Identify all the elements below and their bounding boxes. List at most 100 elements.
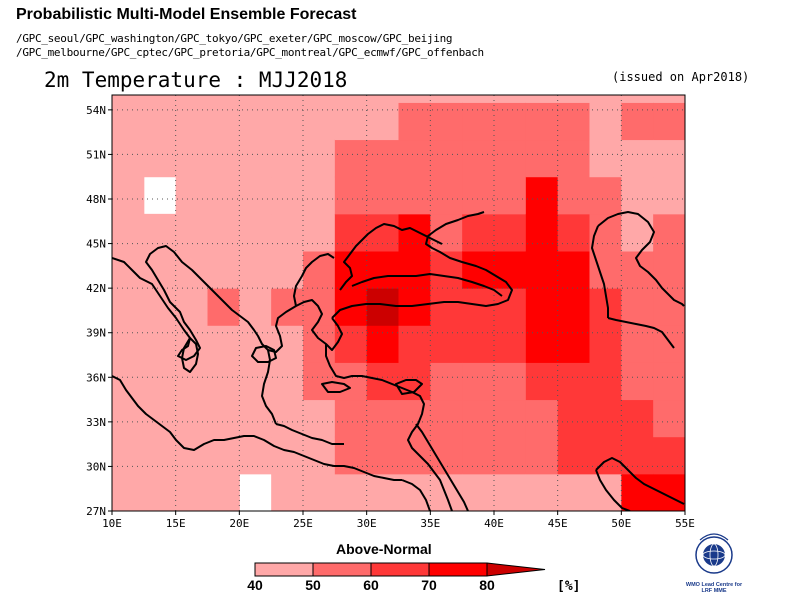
probability-cell (589, 399, 622, 438)
probability-cell (112, 473, 145, 511)
lat-tick-label: 45N (86, 238, 106, 251)
probability-cell (653, 176, 685, 215)
probability-cell (398, 102, 431, 141)
wmo-logo-line2: LRF MME (701, 588, 727, 594)
probability-cell (112, 0, 144, 29)
probability-cell (271, 95, 304, 103)
probability-cell (239, 399, 272, 438)
legend-label: 50 (305, 577, 321, 593)
probability-cell (557, 325, 590, 363)
probability-cell (653, 362, 685, 401)
probability-cell (589, 102, 622, 141)
probability-cell (589, 325, 622, 363)
probability-cell (398, 325, 431, 363)
lon-tick-label: 40E (484, 517, 504, 530)
legend-title: Above-Normal (336, 541, 432, 557)
probability-cell (271, 213, 304, 252)
legend-label: 40 (247, 577, 263, 593)
probability-cell (462, 176, 495, 215)
probability-cell (366, 139, 399, 178)
probability-cell (334, 473, 368, 511)
probability-cell (271, 436, 304, 475)
probability-cell (462, 399, 495, 438)
coastline-red-sea-east (415, 423, 469, 511)
wmo-laurel-icon (699, 533, 729, 541)
probability-cell (366, 102, 399, 141)
probability-cell (525, 213, 559, 252)
probability-cell (462, 362, 495, 401)
probability-cell (366, 95, 399, 103)
probability-cell (366, 436, 399, 475)
probability-cell (621, 213, 654, 252)
coastline-tunisia (261, 349, 277, 425)
probability-cell (589, 436, 622, 475)
probability-cell (494, 251, 527, 289)
probability-cell (303, 0, 335, 29)
probability-cell (176, 0, 208, 29)
probability-cell (462, 213, 495, 252)
probability-cell (239, 102, 272, 141)
probability-cell (143, 399, 177, 438)
probability-cell (398, 251, 431, 289)
coastline-persian-gulf-south (595, 469, 631, 511)
coastline-black-sea-south (351, 273, 503, 297)
probability-cell (239, 251, 272, 289)
map-frame (111, 94, 686, 512)
probability-cell (143, 102, 177, 141)
probability-cell (239, 362, 272, 401)
coastlines (112, 211, 685, 511)
probability-cell (621, 325, 654, 363)
probability-cell (462, 436, 495, 475)
coastline-libya (275, 423, 344, 445)
legend-swatch (312, 562, 372, 577)
wmo-globe-latitude-icon (702, 550, 726, 560)
forecast-title: Probabilistic Multi-Model Ensemble Forec… (16, 6, 357, 23)
probability-cell (653, 139, 685, 178)
probability-cell (303, 399, 336, 438)
probability-cell (175, 95, 208, 103)
probability-cell (589, 139, 622, 178)
probability-cell (557, 362, 590, 401)
probability-cell (589, 95, 622, 103)
probability-cell (112, 436, 145, 475)
probability-cell (526, 0, 558, 29)
probability-cell (494, 0, 526, 29)
probability-cell (112, 251, 145, 289)
legend-swatch (370, 562, 430, 577)
probability-cell (621, 28, 653, 66)
lat-tick-label: 51N (86, 148, 106, 161)
probability-cell (175, 399, 208, 438)
probability-cell (271, 362, 304, 401)
centers-list-line1: /GPC_seoul/GPC_washington/GPC_tokyo/GPC_… (16, 32, 453, 45)
probability-cell (239, 139, 272, 178)
probability-cell (398, 176, 431, 215)
probability-cell (207, 213, 240, 252)
lon-tick-label: 15E (166, 517, 186, 530)
probability-cells (112, 0, 685, 511)
probability-cell (112, 213, 145, 252)
coastline-levant (325, 344, 453, 511)
probability-cell (366, 325, 399, 363)
probability-cell (271, 176, 304, 215)
legend-arrow-swatch (486, 562, 546, 577)
coastline-caspian-west (591, 225, 609, 318)
probability-cell (557, 213, 590, 252)
probability-cell (653, 28, 685, 66)
probability-cell (334, 139, 368, 178)
probability-cell (207, 325, 240, 363)
probability-cell (207, 176, 240, 215)
probability-cell (653, 288, 685, 326)
probability-cell (271, 399, 304, 438)
coastline-crete (321, 381, 351, 393)
probability-cell (271, 102, 304, 141)
probability-cell (621, 399, 654, 438)
probability-cell (525, 102, 559, 141)
probability-cell (494, 362, 527, 401)
probability-cell (175, 473, 208, 511)
probability-cell (462, 28, 494, 66)
probability-cell (494, 473, 527, 511)
probability-cell (430, 399, 463, 438)
probability-cell (525, 436, 559, 475)
probability-cell (207, 95, 240, 103)
probability-cell (112, 399, 145, 438)
